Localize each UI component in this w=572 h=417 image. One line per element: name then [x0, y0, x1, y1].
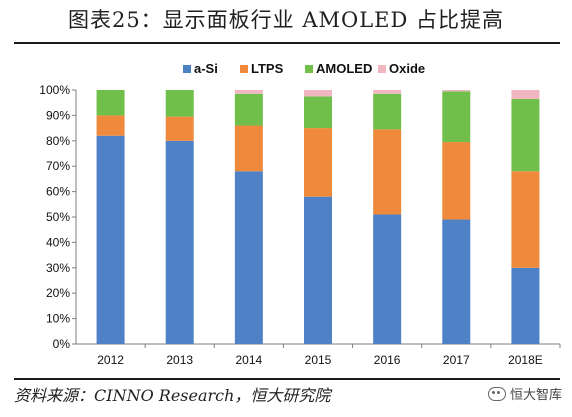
x-tick-label: 2012 — [97, 353, 124, 367]
bar-segment-a-si-2014 — [234, 171, 263, 344]
legend-swatch-a-si — [183, 65, 191, 73]
y-tick-label: 50% — [46, 210, 70, 224]
bar-segment-amoled-2018e — [511, 98, 540, 172]
source-note: 资料来源：CINNO Research，恒大研究院 — [14, 386, 331, 405]
x-tick-label: 2014 — [236, 353, 263, 367]
bar-segment-ltps-2018e — [511, 171, 540, 268]
bar-segment-ltps-2013 — [165, 116, 194, 141]
y-tick-label: 40% — [46, 235, 70, 249]
bar-segment-amoled-2014 — [234, 93, 263, 126]
y-tick-label: 20% — [46, 286, 70, 300]
bar-segment-oxide-2014 — [234, 90, 263, 94]
x-tick-label: 2013 — [166, 353, 193, 367]
bar-segment-ltps-2017 — [442, 142, 471, 220]
x-tick-label: 2016 — [374, 353, 401, 367]
bar-segment-a-si-2016 — [373, 214, 402, 344]
bar-segment-a-si-2012 — [96, 135, 125, 344]
legend-label: Oxide — [389, 61, 425, 76]
stacked-bar-chart: 0% 10% 20% 30% 40% 50% 60% 70% 80% 90% 100% 2012 201… — [39, 61, 561, 367]
bar-segment-oxide-2018e — [511, 90, 540, 99]
watermark: 恒大智库 — [487, 384, 562, 403]
x-tick-label: 2017 — [443, 353, 470, 367]
bar-segment-ltps-2015 — [304, 128, 332, 197]
bar-segment-a-si-2015 — [304, 196, 332, 344]
bar-segment-amoled-2013 — [165, 90, 194, 117]
legend-label: a-Si — [194, 61, 218, 76]
x-tick-label: 2015 — [305, 353, 332, 367]
bar-segment-a-si-2018e — [511, 267, 540, 344]
y-tick-label: 90% — [46, 108, 70, 122]
legend-label: LTPS — [251, 61, 284, 76]
bar-segment-a-si-2013 — [165, 140, 194, 344]
bar-segment-ltps-2016 — [373, 129, 402, 215]
watermark-label: 恒大智库 — [509, 388, 562, 403]
bar-segment-amoled-2017 — [442, 91, 471, 143]
chart-title: 图表25：显示面板行业 AMOLED 占比提高 — [67, 8, 505, 32]
bar-segment-amoled-2012 — [96, 90, 125, 116]
bar-segment-amoled-2015 — [304, 96, 332, 129]
title-rule — [14, 42, 560, 44]
legend-label: AMOLED — [316, 61, 372, 76]
x-tick-label: 2018E — [508, 353, 543, 367]
bar-segment-ltps-2012 — [96, 115, 125, 136]
y-tick-label: 0% — [53, 337, 71, 351]
bar-segment-ltps-2014 — [234, 125, 263, 172]
y-tick-label: 80% — [46, 134, 70, 148]
y-tick-label: 10% — [46, 312, 70, 326]
y-tick-label: 30% — [46, 261, 70, 275]
bar-segment-oxide-2016 — [373, 90, 402, 94]
bar-segment-a-si-2017 — [442, 219, 471, 344]
bar-segment-amoled-2016 — [373, 93, 402, 130]
y-tick-label: 60% — [46, 185, 70, 199]
legend-swatch-amoled — [305, 65, 313, 73]
legend-swatch-ltps — [240, 65, 248, 73]
bar-segment-oxide-2017 — [442, 90, 471, 92]
legend-swatch-oxide — [378, 65, 386, 73]
y-tick-label: 100% — [39, 83, 70, 97]
y-tick-label: 70% — [46, 159, 70, 173]
wechat-icon — [487, 386, 506, 401]
source-rule — [14, 378, 560, 380]
bar-segment-oxide-2015 — [304, 90, 332, 97]
